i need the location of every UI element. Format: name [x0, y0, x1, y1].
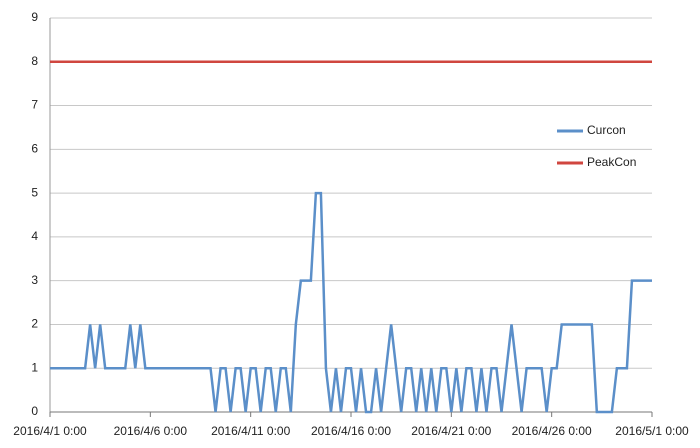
- y-tick-label: 5: [31, 185, 38, 199]
- y-tick-label: 2: [31, 317, 38, 331]
- y-tick-label: 1: [31, 360, 38, 374]
- line-series: [50, 191, 652, 414]
- x-tick-label: 2016/5/1 0:00: [615, 424, 689, 438]
- x-tick-label: 2016/4/26 0:00: [512, 424, 592, 438]
- x-tick-label: 2016/4/11 0:00: [211, 424, 291, 438]
- legend-label: PeakCon: [587, 155, 636, 169]
- x-tick-label: 2016/4/6 0:00: [114, 424, 188, 438]
- x-tick-label: 2016/4/21 0:00: [411, 424, 491, 438]
- y-tick-label: 3: [31, 273, 38, 287]
- legend-label: Curcon: [587, 123, 626, 137]
- y-tick-label: 4: [31, 229, 38, 243]
- x-tick-label: 2016/4/1 0:00: [13, 424, 87, 438]
- y-tick-label: 9: [31, 10, 38, 24]
- y-tick-label: 7: [31, 98, 38, 112]
- y-tick-label: 6: [31, 142, 38, 156]
- y-tick-label: 8: [31, 54, 38, 68]
- x-tick-label: 2016/4/16 0:00: [311, 424, 391, 438]
- y-tick-label: 0: [31, 404, 38, 418]
